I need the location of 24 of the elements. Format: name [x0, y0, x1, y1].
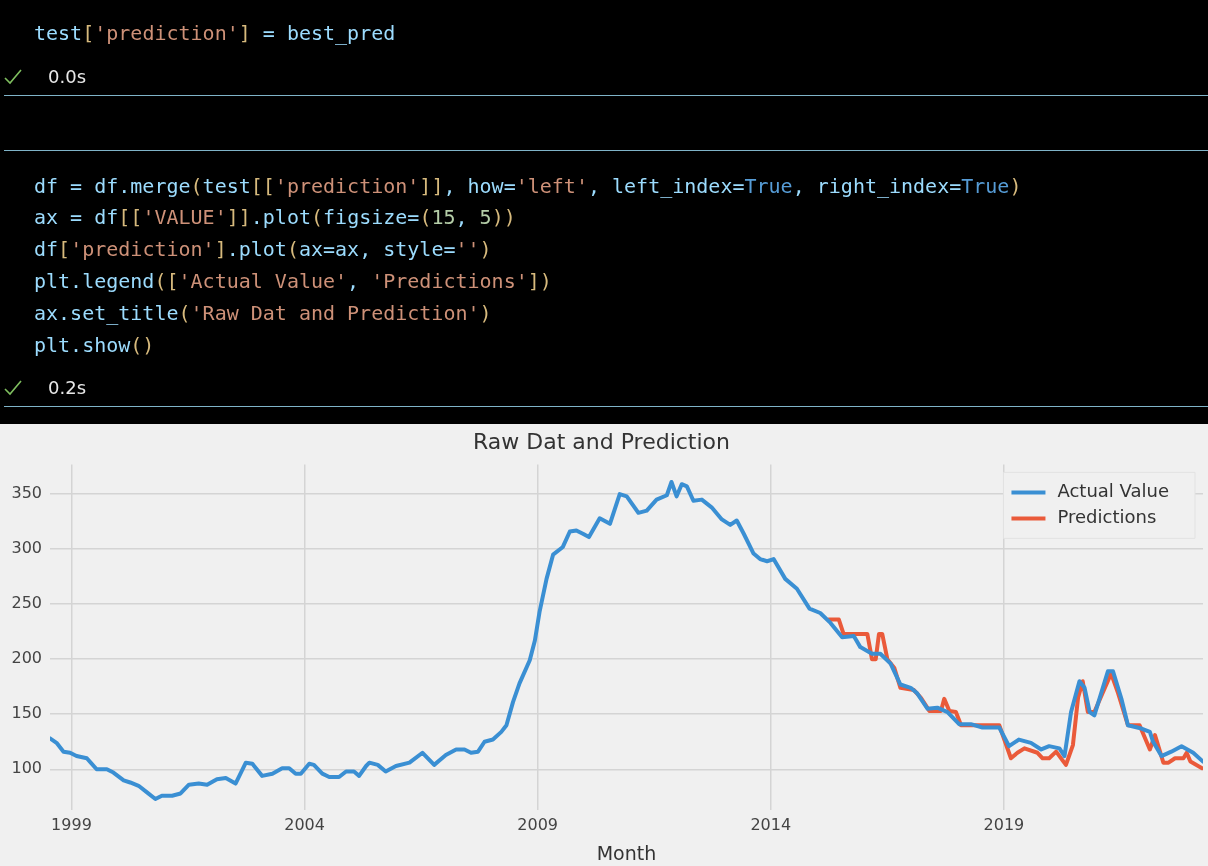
legend-label: Predictions	[1057, 506, 1157, 528]
x-tick-label: 2014	[750, 814, 792, 834]
text: ax.set_title('Raw Dat and Prediction')	[34, 301, 492, 325]
y-tick-label: 250	[11, 593, 42, 613]
x-axis-title: Month	[596, 841, 657, 864]
y-tick-label: 150	[11, 703, 42, 723]
text: ax = df[['VALUE']].plot(figsize=(15, 5))	[34, 205, 516, 229]
text: 0.2s	[48, 376, 87, 400]
text: df = df.merge(test[['prediction']], how='left', left_index=True, right_index=True)	[34, 174, 1022, 198]
legend-label: Actual Value	[1057, 480, 1169, 502]
text: plt.show()	[34, 333, 155, 357]
y-tick-label: 350	[11, 483, 42, 503]
text: 0.0s	[48, 65, 87, 89]
text: df['prediction'].plot(ax=ax, style='')	[34, 237, 492, 261]
x-tick-label: 1999	[51, 814, 92, 834]
x-tick-label: 2009	[517, 814, 559, 834]
y-tick-label: 100	[11, 758, 42, 778]
y-tick-label: 300	[11, 538, 42, 558]
x-tick-label: 2019	[983, 814, 1025, 834]
text: test['prediction'] = best_pred	[34, 21, 396, 45]
text: plt.legend(['Actual Value', 'Predictions'])	[34, 269, 552, 293]
y-tick-label: 200	[11, 648, 42, 668]
chart-title: Raw Dat and Prediction	[473, 428, 730, 454]
x-tick-label: 2004	[284, 814, 325, 834]
